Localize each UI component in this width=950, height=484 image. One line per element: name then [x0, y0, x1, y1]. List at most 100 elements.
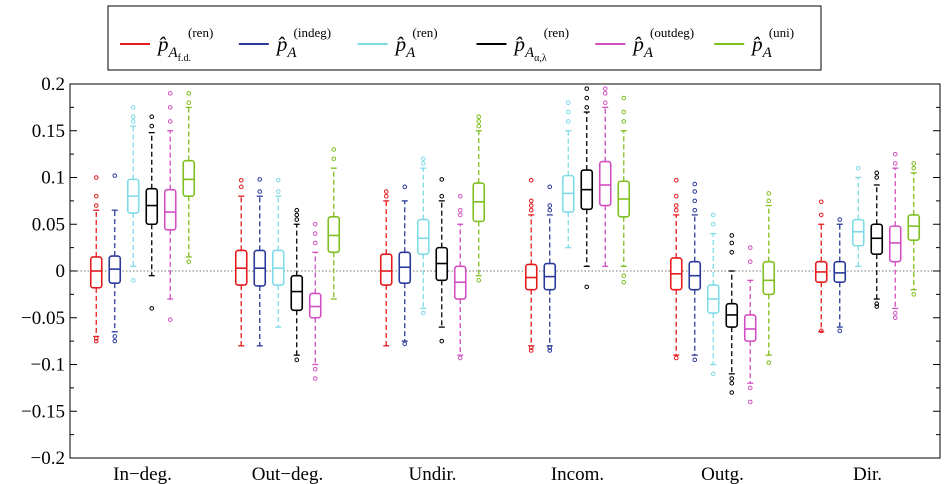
legend-entry: p̂A(uni) [750, 25, 794, 61]
box-body [598, 160, 612, 207]
outlier-point [528, 345, 534, 350]
legend-entry: p̂Af.d.(ren) [156, 25, 213, 64]
outlier-point [312, 366, 318, 372]
y-tick-label: 0.1 [41, 168, 65, 189]
outlier-point [312, 221, 318, 227]
outlier-point [93, 338, 99, 344]
box-3-5 [870, 170, 884, 309]
outlier-point [837, 328, 843, 334]
outlier-point [402, 341, 408, 347]
outlier-point [547, 348, 553, 353]
outlier-point [692, 207, 698, 213]
box-0-4 [669, 178, 683, 361]
outlier-point [439, 338, 445, 344]
outlier-point [275, 189, 281, 194]
box-4-2 [453, 193, 467, 361]
outlier-point [729, 233, 735, 238]
outlier-point [167, 317, 173, 322]
outlier-point [457, 193, 463, 199]
box-4-4 [743, 245, 757, 405]
x-category-label: Undir. [408, 464, 456, 484]
outlier-point [547, 207, 553, 213]
outlier-point [874, 175, 880, 180]
box-2-5 [851, 165, 865, 267]
outlier-point [818, 212, 824, 218]
outlier-point [457, 207, 463, 213]
outlier-point [584, 105, 590, 110]
outlier-point [766, 360, 772, 365]
outlier-point [257, 189, 263, 194]
outlier-point [892, 315, 898, 321]
outlier-point [673, 355, 679, 361]
box-body [163, 188, 177, 231]
box-5-2 [472, 114, 486, 283]
outlier-point [420, 161, 426, 166]
legend-entry: p̂A(indeg) [275, 25, 331, 61]
outlier-point [186, 91, 192, 96]
outlier-point [457, 212, 463, 218]
outlier-point [528, 198, 534, 204]
outlier-point [294, 217, 300, 222]
outlier-point [584, 284, 590, 290]
outlier-point [439, 193, 445, 199]
outlier-point [911, 161, 917, 166]
box-5-0 [182, 91, 196, 264]
box-0-3 [524, 178, 538, 353]
outlier-point [692, 198, 698, 204]
outlier-point [747, 259, 753, 264]
plot-area [70, 86, 940, 405]
outlier-point [528, 203, 534, 208]
box-body [762, 260, 776, 296]
y-tick-label: 0.15 [32, 121, 65, 142]
outlier-point [547, 345, 553, 350]
outlier-point [621, 273, 627, 278]
outlier-point [547, 184, 553, 190]
outlier-point [383, 193, 389, 199]
box-body [416, 218, 430, 255]
outlier-point [710, 371, 716, 377]
box-2-3 [561, 100, 575, 249]
outlier-point [238, 178, 244, 183]
box-1-1 [253, 177, 267, 347]
x-category-label: Out−deg. [252, 464, 323, 484]
outlier-point [747, 399, 753, 405]
outlier-point [476, 123, 482, 129]
axes: 0.2 0.15 0.1 0.05 0 −0.05 −0.1 −0.15 −0.2 In−deg.… [21, 74, 941, 484]
outlier-point [294, 207, 300, 213]
y-tick-label: −0.1 [31, 355, 65, 376]
outlier-point [130, 105, 136, 110]
outlier-point [621, 95, 627, 101]
outlier-point [312, 376, 318, 381]
box-0-5 [814, 199, 828, 334]
outlier-point [874, 304, 880, 309]
outlier-point [855, 165, 861, 171]
box-1-2 [398, 184, 412, 347]
outlier-point [911, 165, 917, 171]
outlier-point [112, 334, 118, 339]
box-body [327, 215, 341, 254]
outlier-point [149, 123, 155, 129]
box-3-0 [145, 114, 159, 311]
outlier-point [584, 86, 590, 91]
outlier-point [257, 177, 263, 182]
outlier-point [112, 338, 118, 344]
outlier-point [130, 114, 136, 120]
outlier-point [766, 191, 772, 196]
legend-entry: p̂A(ren) [394, 25, 438, 61]
outlier-point [420, 156, 426, 162]
y-tick-label: −0.15 [21, 401, 65, 422]
box-0-2 [379, 189, 393, 347]
box-2-0 [126, 105, 140, 283]
outlier-point [892, 161, 898, 166]
outlier-point [602, 91, 608, 96]
outlier-point [420, 310, 426, 316]
box-0-1 [234, 178, 248, 347]
box-body [89, 256, 103, 289]
outlier-point [528, 207, 534, 213]
outlier-point [837, 217, 843, 222]
box-3-4 [725, 233, 739, 395]
outlier-point [186, 100, 192, 105]
outlier-point [621, 279, 627, 285]
box-1-5 [833, 217, 847, 334]
